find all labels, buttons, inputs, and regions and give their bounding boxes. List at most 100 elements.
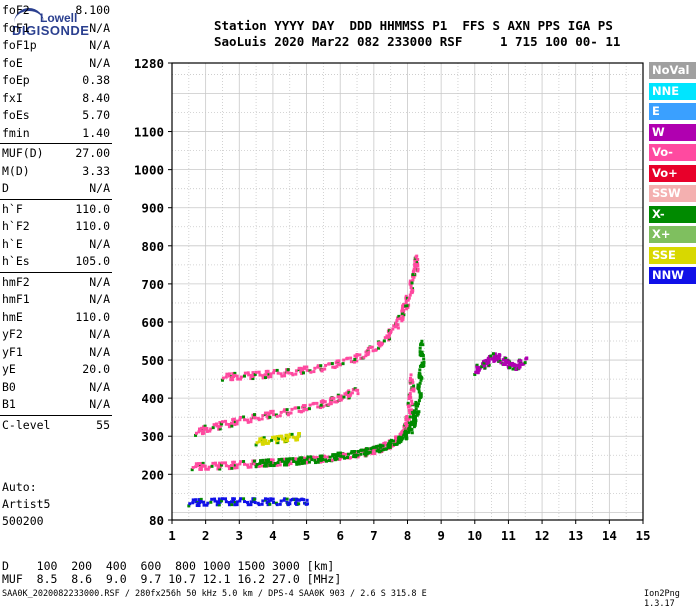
trace-point bbox=[390, 439, 394, 443]
trace-point bbox=[415, 254, 419, 258]
trace-point bbox=[422, 364, 426, 368]
trace-point bbox=[371, 451, 375, 455]
trace-point bbox=[376, 448, 380, 452]
trace-point bbox=[411, 278, 415, 282]
trace-point bbox=[261, 460, 265, 464]
trace-point bbox=[319, 403, 323, 407]
param-row: yF1 N/A bbox=[2, 344, 110, 361]
trace-point bbox=[337, 395, 341, 399]
trace-point bbox=[239, 415, 243, 419]
trace-point bbox=[350, 391, 354, 395]
param-row: C-level 55 bbox=[2, 417, 110, 434]
muf-row-muf: MUF 8.5 8.6 9.0 9.7 10.7 12.1 16.2 27.0 … bbox=[2, 572, 341, 586]
trace-point bbox=[341, 362, 345, 366]
trace-point bbox=[296, 438, 300, 442]
trace-point bbox=[504, 357, 508, 361]
trace-point bbox=[246, 371, 250, 375]
trace-point bbox=[400, 438, 404, 442]
trace-point bbox=[227, 464, 231, 468]
param-value: N/A bbox=[89, 397, 110, 411]
trace-point bbox=[316, 460, 320, 464]
trace-point bbox=[215, 424, 219, 428]
trace-point bbox=[198, 467, 202, 471]
trace-point bbox=[275, 435, 279, 439]
trace-point bbox=[258, 373, 262, 377]
trace-point bbox=[396, 316, 400, 320]
trace-point bbox=[354, 388, 358, 392]
trace-point bbox=[414, 400, 418, 404]
param-name: fmin bbox=[2, 125, 30, 140]
trace-point bbox=[220, 378, 224, 382]
trace-point bbox=[235, 466, 239, 470]
trace-point bbox=[414, 419, 418, 423]
trace-point bbox=[220, 463, 224, 467]
trace-point bbox=[339, 454, 343, 458]
trace-point bbox=[288, 502, 292, 506]
trace-point bbox=[194, 433, 198, 437]
trace-point bbox=[362, 355, 366, 359]
x-tick-label: 11 bbox=[501, 528, 516, 543]
trace-point bbox=[267, 458, 271, 462]
chart-traces bbox=[187, 254, 529, 508]
trace-point bbox=[394, 435, 398, 439]
x-tick-label: 12 bbox=[535, 528, 550, 543]
trace-point bbox=[336, 393, 340, 397]
trace-point bbox=[343, 456, 347, 460]
trace-point bbox=[330, 458, 334, 462]
trace-point bbox=[268, 502, 272, 506]
trace-point bbox=[310, 458, 314, 462]
trace-point bbox=[359, 356, 363, 360]
trace-point bbox=[292, 459, 296, 463]
trace-point bbox=[218, 467, 222, 471]
trace-point bbox=[312, 401, 316, 405]
trace-point bbox=[399, 316, 403, 320]
trace-point bbox=[280, 457, 284, 461]
trace-point bbox=[404, 432, 408, 436]
trace-point bbox=[255, 441, 259, 445]
trace-point bbox=[402, 313, 406, 317]
trace-point bbox=[252, 459, 256, 463]
trace-point bbox=[392, 324, 396, 328]
header-row-2: SaoLuis 2020 Mar22 082 233000 RSF 1 715 … bbox=[214, 34, 621, 49]
trace-point bbox=[245, 463, 249, 467]
trace-point bbox=[410, 289, 414, 293]
trace-point bbox=[489, 354, 493, 358]
trace-point bbox=[224, 461, 228, 465]
legend-item: SSE bbox=[649, 246, 696, 264]
trace-point bbox=[395, 442, 399, 446]
trace-point bbox=[272, 461, 276, 465]
trace-point bbox=[329, 400, 333, 404]
trace-point bbox=[263, 497, 267, 501]
trace-point bbox=[408, 379, 412, 383]
trace-point bbox=[416, 269, 420, 273]
trace-point bbox=[235, 463, 239, 467]
trace-point bbox=[267, 439, 271, 443]
trace-point bbox=[279, 372, 283, 376]
trace-point bbox=[316, 458, 320, 462]
trace-point bbox=[249, 503, 253, 507]
trace-point bbox=[366, 346, 370, 350]
version-label: Ion2Png 1.3.17 bbox=[644, 589, 680, 609]
trace-point bbox=[408, 404, 412, 408]
trace-point bbox=[385, 447, 389, 451]
param-name: yE bbox=[2, 362, 16, 376]
trace-point bbox=[383, 441, 387, 445]
trace-point bbox=[402, 308, 406, 312]
trace-point bbox=[414, 260, 418, 264]
trace-point bbox=[191, 466, 195, 470]
legend-item: Vo- bbox=[649, 144, 696, 161]
trace-point bbox=[203, 424, 207, 428]
trace-point bbox=[261, 414, 265, 418]
trace-point bbox=[335, 364, 339, 368]
trace-point bbox=[334, 361, 338, 365]
trace-point bbox=[405, 304, 409, 308]
trace-point bbox=[257, 370, 261, 374]
trace-point bbox=[270, 435, 274, 439]
trace-point bbox=[394, 438, 398, 442]
trace-point bbox=[251, 371, 255, 375]
trace-point bbox=[405, 436, 409, 440]
trace-point bbox=[400, 311, 404, 315]
trace-point bbox=[227, 374, 231, 378]
trace-point bbox=[309, 370, 313, 374]
trace-point bbox=[508, 364, 512, 368]
